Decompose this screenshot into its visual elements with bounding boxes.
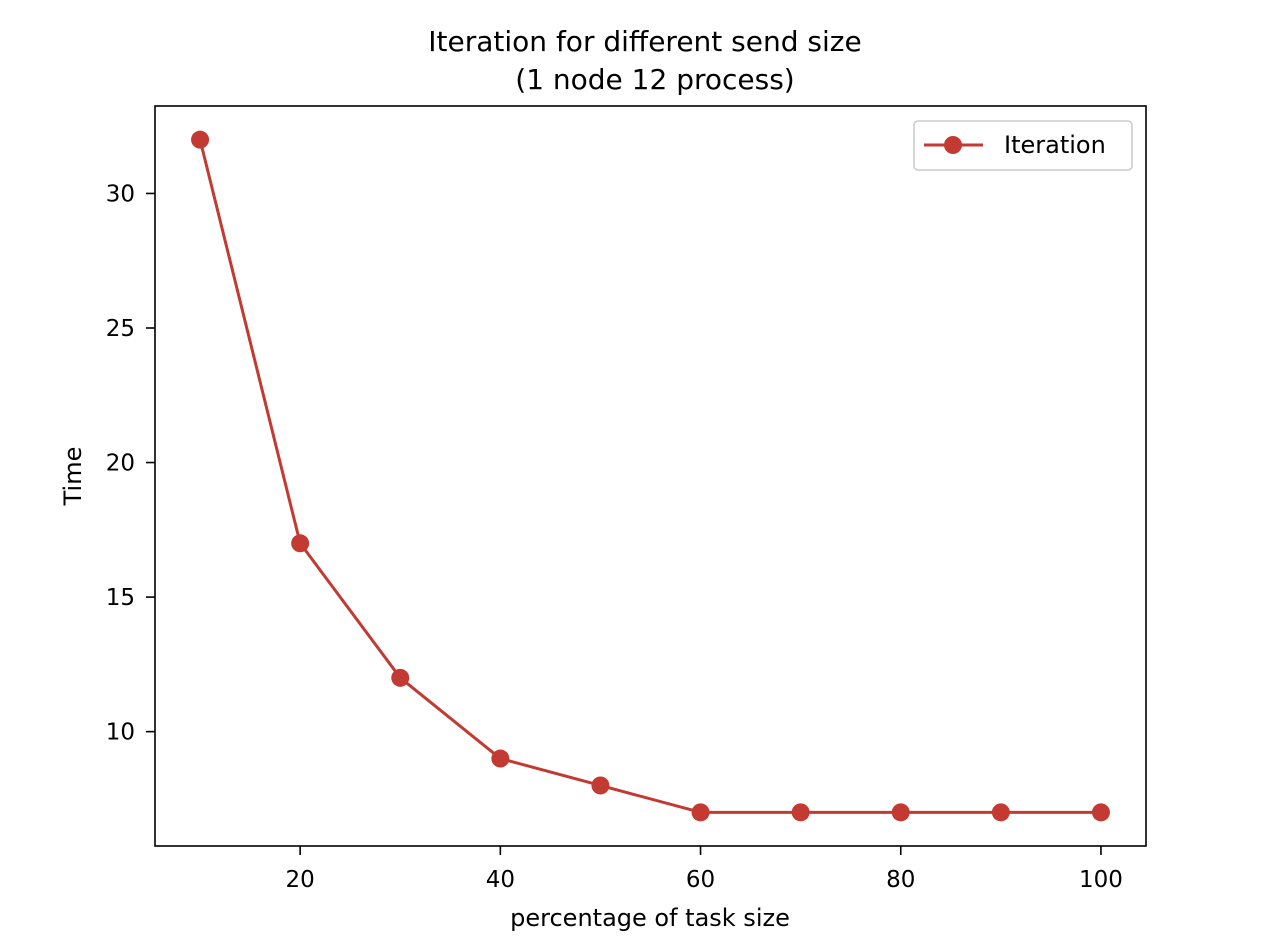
- x-axis-ticks: 20 40 60 80 100: [286, 846, 1123, 893]
- data-point: [491, 749, 510, 768]
- y-axis-label: Time: [59, 447, 87, 507]
- data-point: [291, 534, 310, 553]
- x-tick-label: 60: [686, 867, 715, 893]
- x-tick-label: 40: [486, 867, 515, 893]
- data-point: [191, 130, 210, 149]
- data-point: [691, 803, 710, 822]
- legend-marker: [944, 136, 962, 154]
- x-tick-label: 20: [286, 867, 315, 893]
- data-point: [991, 803, 1010, 822]
- data-point: [391, 668, 410, 687]
- chart-subtitle: (1 node 12 process): [515, 63, 794, 96]
- legend-box: [913, 120, 1133, 171]
- x-tick-label: 100: [1079, 867, 1123, 893]
- legend: Iteration: [913, 120, 1133, 171]
- data-point: [1091, 803, 1110, 822]
- data-point: [591, 776, 610, 795]
- y-axis-ticks: 10 15 20 25 30: [106, 181, 155, 746]
- x-tick-label: 80: [886, 867, 915, 893]
- y-tick-label: 20: [106, 451, 135, 477]
- chart-title: Iteration for different send size: [428, 25, 861, 58]
- data-point: [891, 803, 910, 822]
- y-tick-label: 10: [106, 720, 135, 746]
- y-tick-label: 30: [106, 181, 135, 207]
- plot-area: [154, 105, 1147, 847]
- y-tick-label: 25: [106, 316, 135, 342]
- series-line: [198, 139, 1101, 814]
- x-axis-label: percentage of task size: [510, 904, 790, 932]
- data-point: [791, 803, 810, 822]
- series-layer: [191, 130, 1110, 822]
- legend-label: Iteration: [1004, 131, 1106, 159]
- y-tick-label: 15: [106, 585, 135, 611]
